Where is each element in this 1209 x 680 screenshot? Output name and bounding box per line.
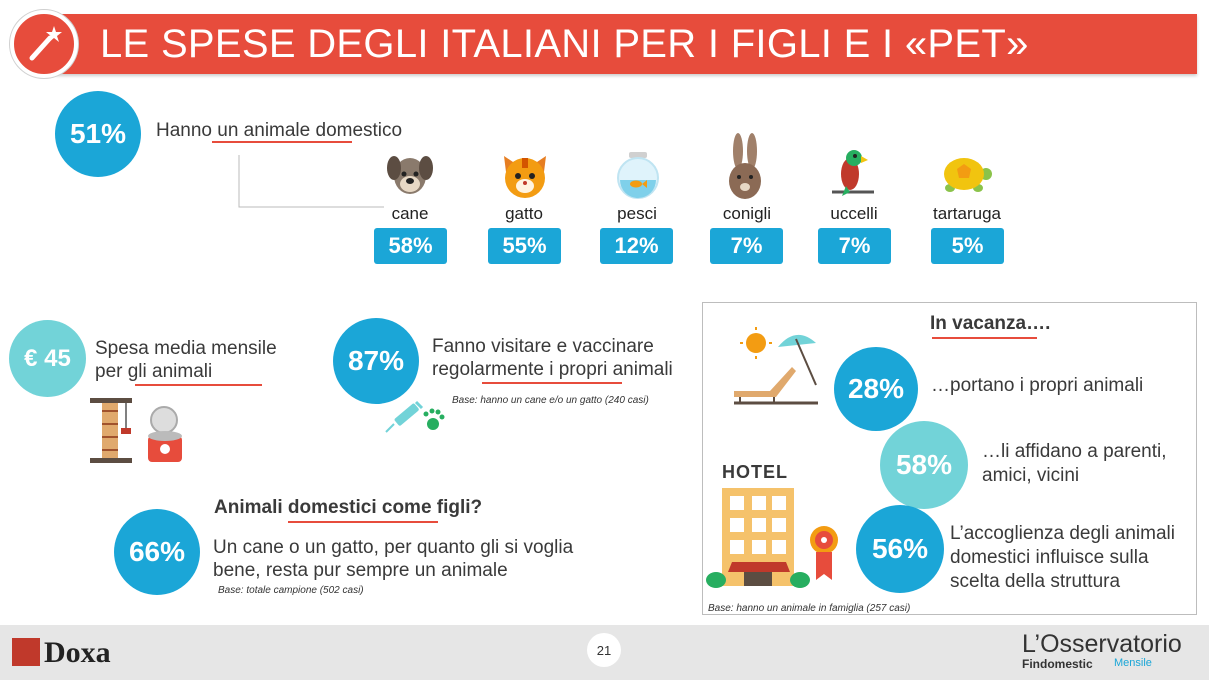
vacation-item2-line2: amici, vicini [982,465,1080,486]
spending-line2: per gli animali [95,361,213,382]
pets-percent-circle: 51% [55,91,141,177]
pets-underline [212,141,352,143]
rabbit-icon [729,133,761,199]
dog-icon [387,156,433,194]
animal-label-tartaruga: tartaruga [932,204,1002,223]
vacation-percent-3: 56% [871,533,929,564]
children-base: Base: totale campione (502 casi) [218,585,364,596]
vet-percent-circle: 87% [333,318,419,404]
animal-pct-cane: 58% [374,228,447,264]
vacation-item3-line1: L’accoglienza degli animali [950,523,1175,544]
vacation-item3-line2: domestici influisce sulla [950,547,1149,568]
pets-label: Hanno un animale domestico [156,120,403,141]
vet-line1: Fanno visitare e vaccinare [432,336,654,357]
findomestic-logo: Findomestic [1022,657,1093,671]
vacation-percent-2: 58% [895,449,953,480]
header-badge [10,10,78,78]
turtle-icon [944,158,992,192]
animal-pct-tartaruga: 5% [931,228,1004,264]
children-line1: Un cane o un gatto, per quanto gli si vo… [213,537,574,558]
animal-pct-pesci: 12% [600,228,673,264]
animal-label-cane: cane [391,204,429,223]
pet-supplies-icon [90,398,182,463]
vet-base: Base: hanno un cane e/o un gatto (240 ca… [452,395,649,406]
vacation-base: Base: hanno un animale in famiglia (257 … [708,603,911,614]
children-line2: bene, resta pur sempre un animale [213,560,508,581]
children-title: Animali domestici come figli? [214,497,483,518]
parrot-icon [832,150,874,196]
vacation-percent-1-circle: 28% [834,347,918,431]
children-underline [288,521,438,523]
osservatorio-logo: L’Osservatorio [1022,630,1182,658]
animal-label-conigli: conigli [722,204,772,223]
vet-percent: 87% [347,345,405,376]
magic-wand-icon [29,26,62,61]
spending-value: € 45 [24,344,71,372]
vet-line2: regolarmente i propri animali [432,359,673,380]
animal-pct-conigli: 7% [710,228,783,264]
animal-pct-uccelli: 7% [818,228,891,264]
animal-pct-gatto: 55% [488,228,561,264]
hotel-sign: HOTEL [722,462,788,482]
pets-percent: 51% [69,118,127,149]
spending-line1: Spesa media mensile [95,338,277,359]
vacation-item2-line1: …li affidano a parenti, [982,441,1167,462]
vacation-item1-line1: …portano i propri animali [931,375,1144,396]
page-number: 21 [587,633,621,667]
children-percent: 66% [128,536,186,567]
vacation-percent-1: 28% [847,373,905,404]
syringe-paw-icon [385,400,445,433]
spending-circle: € 45 [9,320,86,397]
doxa-logo: Doxa [44,636,111,669]
vacation-panel [702,302,1197,615]
spending-underline [135,384,262,386]
vacation-title: In vacanza…. [930,313,1051,334]
beach-chair-icon [734,327,818,405]
vacation-percent-3-circle: 56% [856,505,944,593]
header-bar [56,14,1197,74]
fishbowl-icon [617,152,659,199]
vacation-item3-line3: scelta della struttura [950,571,1121,592]
vacation-percent-2-circle: 58% [880,421,968,509]
vet-underline [482,382,622,384]
animal-label-gatto: gatto [505,204,543,223]
vacation-underline [932,337,1037,339]
hotel-icon [706,488,838,588]
animal-label-uccelli: uccelli [830,204,878,223]
animal-label-pesci: pesci [617,204,657,223]
cat-icon [504,156,546,198]
page-title: LE SPESE DEGLI ITALIANI PER I FIGLI E I … [100,22,1029,66]
doxa-logo-mark [12,638,40,666]
children-percent-circle: 66% [114,509,200,595]
pets-connector [238,155,384,208]
mensile-tag: Mensile [1114,657,1152,669]
